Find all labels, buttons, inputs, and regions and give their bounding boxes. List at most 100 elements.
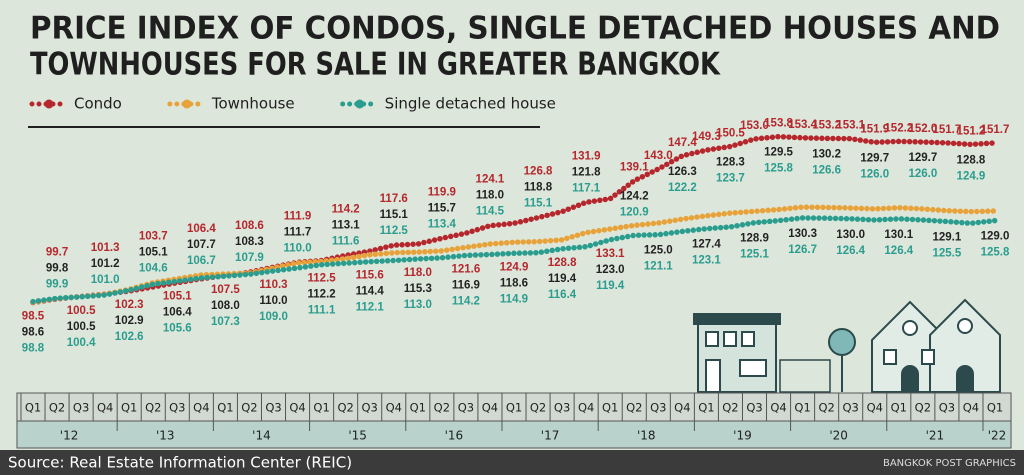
data-label: 101.0 <box>91 274 120 286</box>
credit: BANGKOK POST GRAPHICS <box>883 458 1016 469</box>
year-label: '15 <box>348 429 367 443</box>
data-label: 129.7 <box>860 152 889 164</box>
data-label: 147.4 <box>668 137 697 149</box>
data-label: 118.8 <box>524 182 553 194</box>
x-tick-label: Q1 <box>602 401 618 415</box>
year-label: '13 <box>156 429 175 443</box>
footer-band <box>0 450 1024 475</box>
data-label: 125.1 <box>740 249 769 261</box>
data-label: 131.9 <box>572 150 601 162</box>
legend-dot <box>44 99 54 109</box>
series-line <box>30 133 998 306</box>
x-tick-label: Q2 <box>145 401 161 415</box>
x-tick-label: Q1 <box>698 401 714 415</box>
data-label: 105.1 <box>163 291 192 303</box>
data-label: 108.6 <box>235 220 264 232</box>
year-label: '18 <box>637 429 656 443</box>
data-label: 112.5 <box>308 273 337 285</box>
data-label: 114.2 <box>332 203 360 215</box>
data-label: 122.2 <box>668 182 697 194</box>
data-label: 107.7 <box>187 239 216 251</box>
data-label: 124.9 <box>957 170 986 182</box>
x-tick-label: Q1 <box>987 401 1003 415</box>
legend-dot <box>355 99 365 109</box>
data-label: 100.5 <box>67 321 96 333</box>
data-label: 128.3 <box>716 157 745 169</box>
houses <box>693 298 1001 393</box>
data-label: 153.8 <box>764 118 793 130</box>
data-label: 118.6 <box>500 277 528 289</box>
data-label: 115.3 <box>404 283 432 295</box>
data-label: 99.8 <box>46 262 69 274</box>
data-label: 126.4 <box>836 245 865 257</box>
data-label: 112.5 <box>380 225 409 237</box>
x-tick-label: Q4 <box>674 401 690 415</box>
data-label: 121.1 <box>644 261 673 273</box>
data-label: 153.2 <box>812 119 841 131</box>
data-label: 107.9 <box>235 252 264 264</box>
data-label: 101.2 <box>91 258 120 270</box>
x-tick-label: Q1 <box>121 401 137 415</box>
data-label: 114.9 <box>500 293 528 305</box>
data-label: 124.2 <box>620 191 649 203</box>
data-label: 130.3 <box>788 228 817 240</box>
data-label: 110.0 <box>283 242 311 254</box>
x-tick-label: Q1 <box>25 401 41 415</box>
data-label: 153.4 <box>788 119 817 131</box>
legend-label: Single detached house <box>385 95 556 113</box>
data-label: 99.7 <box>46 246 68 258</box>
data-label: 108.0 <box>211 300 240 312</box>
data-label: 117.1 <box>572 182 601 194</box>
data-label: 100.4 <box>67 337 96 349</box>
data-label: 117.6 <box>380 193 408 205</box>
year-label: '20 <box>829 429 848 443</box>
x-tick-label: Q3 <box>939 401 955 415</box>
data-label: 151.9 <box>860 123 889 135</box>
data-label: 111.1 <box>308 305 336 317</box>
data-label: 105.6 <box>163 323 192 335</box>
data-label: 129.0 <box>981 231 1010 243</box>
axis-year-row <box>16 420 1012 449</box>
data-label: 120.9 <box>620 207 649 219</box>
x-tick-label: Q4 <box>386 401 402 415</box>
data-label: 126.4 <box>884 245 913 257</box>
data-label: 123.0 <box>596 264 625 276</box>
data-label: 123.1 <box>692 255 721 267</box>
x-tick-label: Q3 <box>73 401 89 415</box>
data-label: 125.0 <box>644 245 673 257</box>
data-label: 130.0 <box>836 229 865 241</box>
data-label: 113.4 <box>428 218 457 230</box>
x-tick-label: Q2 <box>722 401 738 415</box>
data-label: 104.6 <box>139 263 168 275</box>
data-label: 111.6 <box>332 235 360 247</box>
axis-quarter-row <box>16 392 1012 422</box>
x-axis: Q1 Q2 Q3 Q4 Q1 Q2 Q3 Q4 Q1 Q2 Q3 Q4 Q1 Q2 Q3 Q4 Q1 Q2 Q3 Q4… <box>16 392 1012 449</box>
data-label: 126.6 <box>812 164 841 176</box>
data-label: 151.2 <box>957 125 986 137</box>
data-label: 115.7 <box>428 202 456 214</box>
x-tick-label: Q2 <box>915 401 931 415</box>
data-label: 123.7 <box>716 173 745 185</box>
x-tick-label: Q4 <box>867 401 883 415</box>
data-label: 127.4 <box>692 239 721 251</box>
x-tick-label: Q4 <box>289 401 305 415</box>
data-label: 107.5 <box>211 284 240 296</box>
x-tick-label: Q4 <box>97 401 113 415</box>
x-tick-label: Q3 <box>265 401 281 415</box>
data-label: 130.1 <box>884 229 913 241</box>
data-label: 121.8 <box>572 166 601 178</box>
x-tick-label: Q1 <box>506 401 522 415</box>
data-label: 126.3 <box>668 166 697 178</box>
data-label: 126.7 <box>788 244 817 256</box>
data-label: 128.8 <box>548 257 577 269</box>
data-label: 112.2 <box>308 289 336 301</box>
data-label: 152.2 <box>884 122 913 134</box>
x-tick-label: Q3 <box>650 401 666 415</box>
x-tick-label: Q3 <box>169 401 185 415</box>
data-label: 128.8 <box>957 154 986 166</box>
x-tick-label: Q2 <box>241 401 257 415</box>
data-label: 151.7 <box>981 124 1010 136</box>
data-label: 115.6 <box>356 270 384 282</box>
x-tick-label: Q2 <box>434 401 450 415</box>
